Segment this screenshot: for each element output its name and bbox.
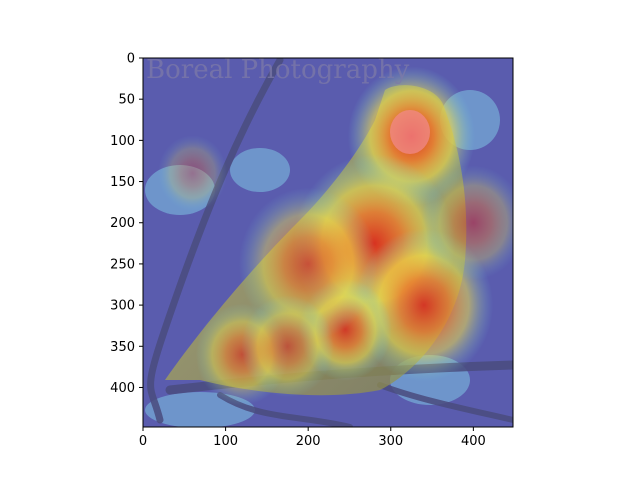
y-tick-label-300: 300: [110, 299, 135, 314]
heat-spots: [157, 66, 513, 406]
heatmap-plot-area: Boreal Photography: [143, 55, 513, 427]
image-watermark: Boreal Photography: [146, 55, 410, 85]
x-tick-label-200: 200: [296, 434, 321, 449]
y-tick-label-0: 0: [127, 52, 135, 67]
y-tick-label-200: 200: [110, 216, 135, 231]
x-tick-label-300: 300: [378, 434, 403, 449]
heat-spot-8: [157, 135, 228, 212]
x-tick-label-0: 0: [139, 434, 147, 449]
x-axis: 0 100 200 300 400: [139, 427, 486, 449]
y-tick-label-50: 50: [118, 93, 135, 108]
y-tick-label-250: 250: [110, 257, 135, 272]
beak-highlight: [390, 110, 430, 154]
y-axis: 0 50 100 150 200 250 300 350 400: [110, 52, 143, 396]
y-tick-label-350: 350: [110, 340, 135, 355]
y-tick-label-400: 400: [110, 381, 135, 396]
x-tick-label-400: 400: [461, 434, 486, 449]
y-tick-label-150: 150: [110, 175, 135, 190]
heat-spot-7: [421, 165, 513, 280]
heat-spot-6: [241, 295, 334, 398]
plot-frame: [142, 57, 514, 428]
x-tick-label-100: 100: [213, 434, 238, 449]
y-tick-label-100: 100: [110, 134, 135, 149]
